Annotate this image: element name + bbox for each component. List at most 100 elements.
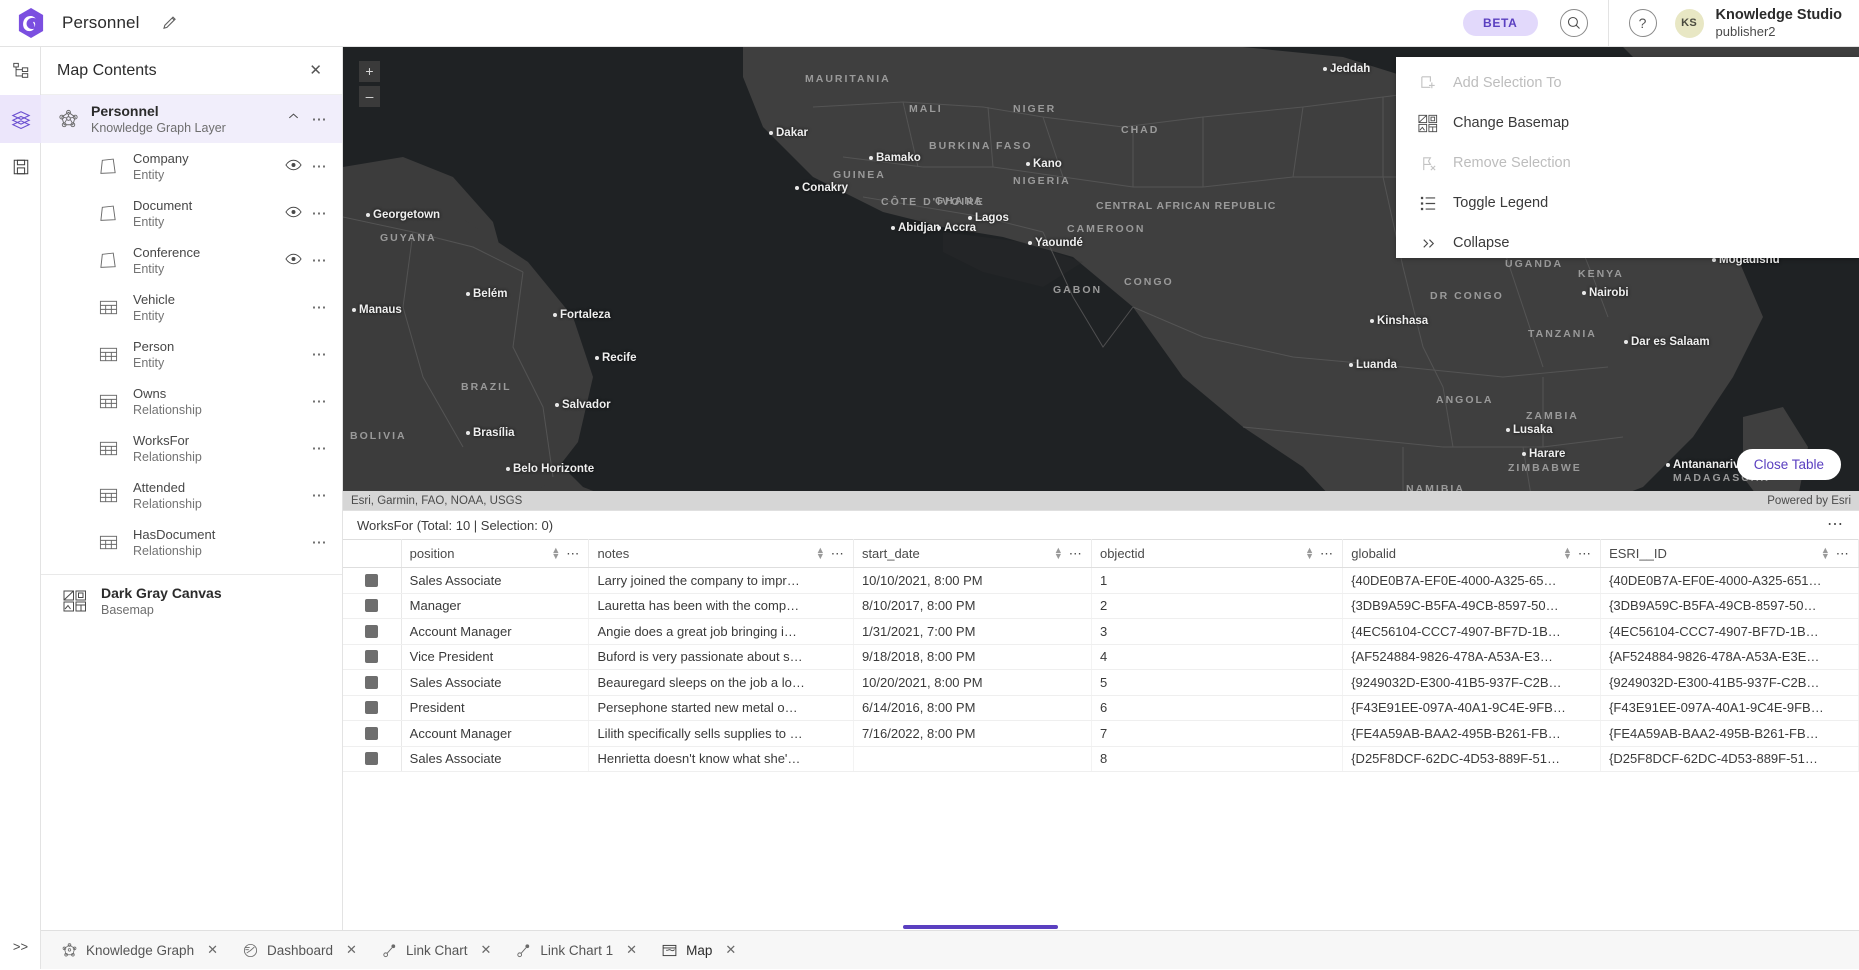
help-icon[interactable]: ? <box>1628 9 1657 37</box>
close-table-button[interactable]: Close Table <box>1736 449 1841 480</box>
visibility-eye-icon[interactable] <box>281 205 306 223</box>
sort-arrows-icon[interactable]: ▲ ▼ <box>551 545 561 561</box>
pencil-icon[interactable] <box>161 14 179 32</box>
search-icon[interactable] <box>1559 9 1588 37</box>
column-header-notes[interactable]: notes ▲ ▼ ⋯ <box>588 539 854 568</box>
context-menu-item-change-basemap[interactable]: Change Basemap <box>1396 103 1859 143</box>
column-menu-icon[interactable]: ⋯ <box>566 546 581 561</box>
row-select-cell[interactable] <box>343 567 402 594</box>
column-menu-icon[interactable]: ⋯ <box>830 546 845 561</box>
layer-item-company[interactable]: Company Entity ⋯ <box>41 143 342 190</box>
table-row[interactable]: Sales Associate Beauregard sleeps on the … <box>343 669 1859 696</box>
table-row[interactable]: Account Manager Angie does a great job br… <box>343 618 1859 645</box>
layer-root-personnel[interactable]: Personnel Knowledge Graph Layer ⋯ <box>41 95 342 143</box>
row-select-swatch[interactable] <box>365 701 379 715</box>
table-options-icon[interactable]: ⋯ <box>1827 516 1845 533</box>
close-icon[interactable]: ✕ <box>626 942 638 957</box>
layer-item-document[interactable]: Document Entity ⋯ <box>41 190 342 237</box>
beta-badge[interactable]: BETA <box>1462 10 1538 36</box>
column-menu-icon[interactable]: ⋯ <box>1068 546 1083 561</box>
layer-item-menu-icon[interactable]: ⋯ <box>311 205 328 222</box>
close-icon[interactable]: ✕ <box>207 942 218 957</box>
tab-link-chart-1[interactable]: Link Chart 1 ✕ <box>503 931 649 970</box>
tab-link-chart[interactable]: Link Chart ✕ <box>369 931 503 970</box>
layer-item-attended[interactable]: Attended Relationship ⋯ <box>41 472 342 519</box>
layer-root-menu-icon[interactable]: ⋯ <box>311 110 328 128</box>
table-row[interactable]: Sales Associate Larry joined the company … <box>343 567 1859 594</box>
map-view[interactable]: MAURITANIAMALINIGERCHADSUDANERITREABURKI… <box>343 47 1859 510</box>
column-header-esri_id[interactable]: ESRI__ID ▲ ▼ ⋯ <box>1600 539 1859 568</box>
close-icon[interactable]: ✕ <box>309 62 322 79</box>
context-menu-item-collapse[interactable]: Collapse <box>1396 223 1859 263</box>
tab-knowledge-graph[interactable]: Knowledge Graph ✕ <box>49 931 230 970</box>
zoom-in-button[interactable]: + <box>359 61 380 82</box>
chevron-up-icon[interactable] <box>281 108 306 130</box>
avatar[interactable]: KS <box>1674 8 1704 38</box>
layer-item-menu-icon[interactable]: ⋯ <box>311 346 328 363</box>
layer-item-owns[interactable]: Owns Relationship ⋯ <box>41 378 342 425</box>
row-select-swatch[interactable] <box>365 752 379 766</box>
tab-label: Map <box>686 942 713 958</box>
table-row[interactable]: President Persephone started new metal o…… <box>343 695 1859 721</box>
column-menu-icon[interactable]: ⋯ <box>1835 546 1850 561</box>
table-select-column-header[interactable] <box>343 539 402 568</box>
rail-item-hierarchy[interactable] <box>0 47 41 95</box>
layer-item-menu-icon[interactable]: ⋯ <box>311 158 328 175</box>
row-select-cell[interactable] <box>343 593 402 619</box>
row-select-swatch[interactable] <box>365 599 379 613</box>
column-header-position[interactable]: position ▲ ▼ ⋯ <box>401 539 590 568</box>
visibility-eye-icon[interactable] <box>281 158 306 176</box>
row-select-cell[interactable] <box>343 746 402 772</box>
horizontal-scrollbar[interactable] <box>903 925 1058 929</box>
column-header-globalid[interactable]: globalid ▲ ▼ ⋯ <box>1342 539 1602 568</box>
table-row[interactable]: Manager Lauretta has been with the comp… 8… <box>343 593 1859 619</box>
row-select-swatch[interactable] <box>365 650 379 664</box>
sort-arrows-icon[interactable]: ▲ ▼ <box>1820 545 1830 561</box>
table-row[interactable]: Account Manager Lilith specifically sells… <box>343 720 1859 747</box>
rail-item-save[interactable] <box>0 143 41 191</box>
row-select-cell[interactable] <box>343 669 402 696</box>
layer-type-icon <box>97 345 119 364</box>
column-menu-icon[interactable]: ⋯ <box>1320 546 1335 561</box>
row-select-swatch[interactable] <box>365 624 379 638</box>
expand-rail-button[interactable]: >> <box>12 938 29 954</box>
layer-item-person[interactable]: Person Entity ⋯ <box>41 331 342 378</box>
sort-arrows-icon[interactable]: ▲ ▼ <box>1562 545 1572 561</box>
column-header-objectid[interactable]: objectid ▲ ▼ ⋯ <box>1091 539 1344 568</box>
layer-item-hasdocument[interactable]: HasDocument Relationship ⋯ <box>41 519 342 566</box>
row-select-cell[interactable] <box>343 720 402 747</box>
basemap-row[interactable]: Dark Gray Canvas Basemap <box>41 575 342 627</box>
close-icon[interactable]: ✕ <box>725 942 737 957</box>
rail-item-layers[interactable] <box>0 95 41 143</box>
row-select-cell[interactable] <box>343 618 402 645</box>
map-country-label: ZAMBIA <box>1526 410 1579 422</box>
tab-dashboard[interactable]: Dashboard ✕ <box>230 931 369 970</box>
visibility-eye-icon[interactable] <box>281 252 306 270</box>
tab-map[interactable]: Map ✕ <box>649 931 748 970</box>
layer-item-worksfor[interactable]: WorksFor Relationship ⋯ <box>41 425 342 472</box>
layer-item-menu-icon[interactable]: ⋯ <box>311 252 328 269</box>
close-icon[interactable]: ✕ <box>480 942 492 957</box>
table-row[interactable]: Sales Associate Henrietta doesn't know wh… <box>343 746 1859 772</box>
table-row[interactable]: Vice President Buford is very passionate … <box>343 644 1859 670</box>
layer-item-conference[interactable]: Conference Entity ⋯ <box>41 237 342 284</box>
layer-item-menu-icon[interactable]: ⋯ <box>311 487 328 504</box>
row-select-swatch[interactable] <box>365 573 379 587</box>
sort-arrows-icon[interactable]: ▲ ▼ <box>1053 545 1063 561</box>
layer-item-menu-icon[interactable]: ⋯ <box>311 534 328 551</box>
layer-item-menu-icon[interactable]: ⋯ <box>311 440 328 457</box>
row-select-swatch[interactable] <box>365 726 379 740</box>
sort-arrows-icon[interactable]: ▲ ▼ <box>815 545 825 561</box>
sort-arrows-icon[interactable]: ▲ ▼ <box>1305 545 1315 561</box>
close-icon[interactable]: ✕ <box>346 942 357 957</box>
layer-item-menu-icon[interactable]: ⋯ <box>311 299 328 316</box>
row-select-swatch[interactable] <box>365 675 379 689</box>
row-select-cell[interactable] <box>343 695 402 721</box>
column-header-start_date[interactable]: start_date ▲ ▼ ⋯ <box>853 539 1092 568</box>
zoom-out-button[interactable]: – <box>359 86 380 107</box>
layer-item-vehicle[interactable]: Vehicle Entity ⋯ <box>41 284 342 331</box>
context-menu-item-toggle-legend[interactable]: Toggle Legend <box>1396 183 1859 223</box>
layer-item-menu-icon[interactable]: ⋯ <box>311 393 328 410</box>
row-select-cell[interactable] <box>343 644 402 670</box>
column-menu-icon[interactable]: ⋯ <box>1577 546 1593 561</box>
